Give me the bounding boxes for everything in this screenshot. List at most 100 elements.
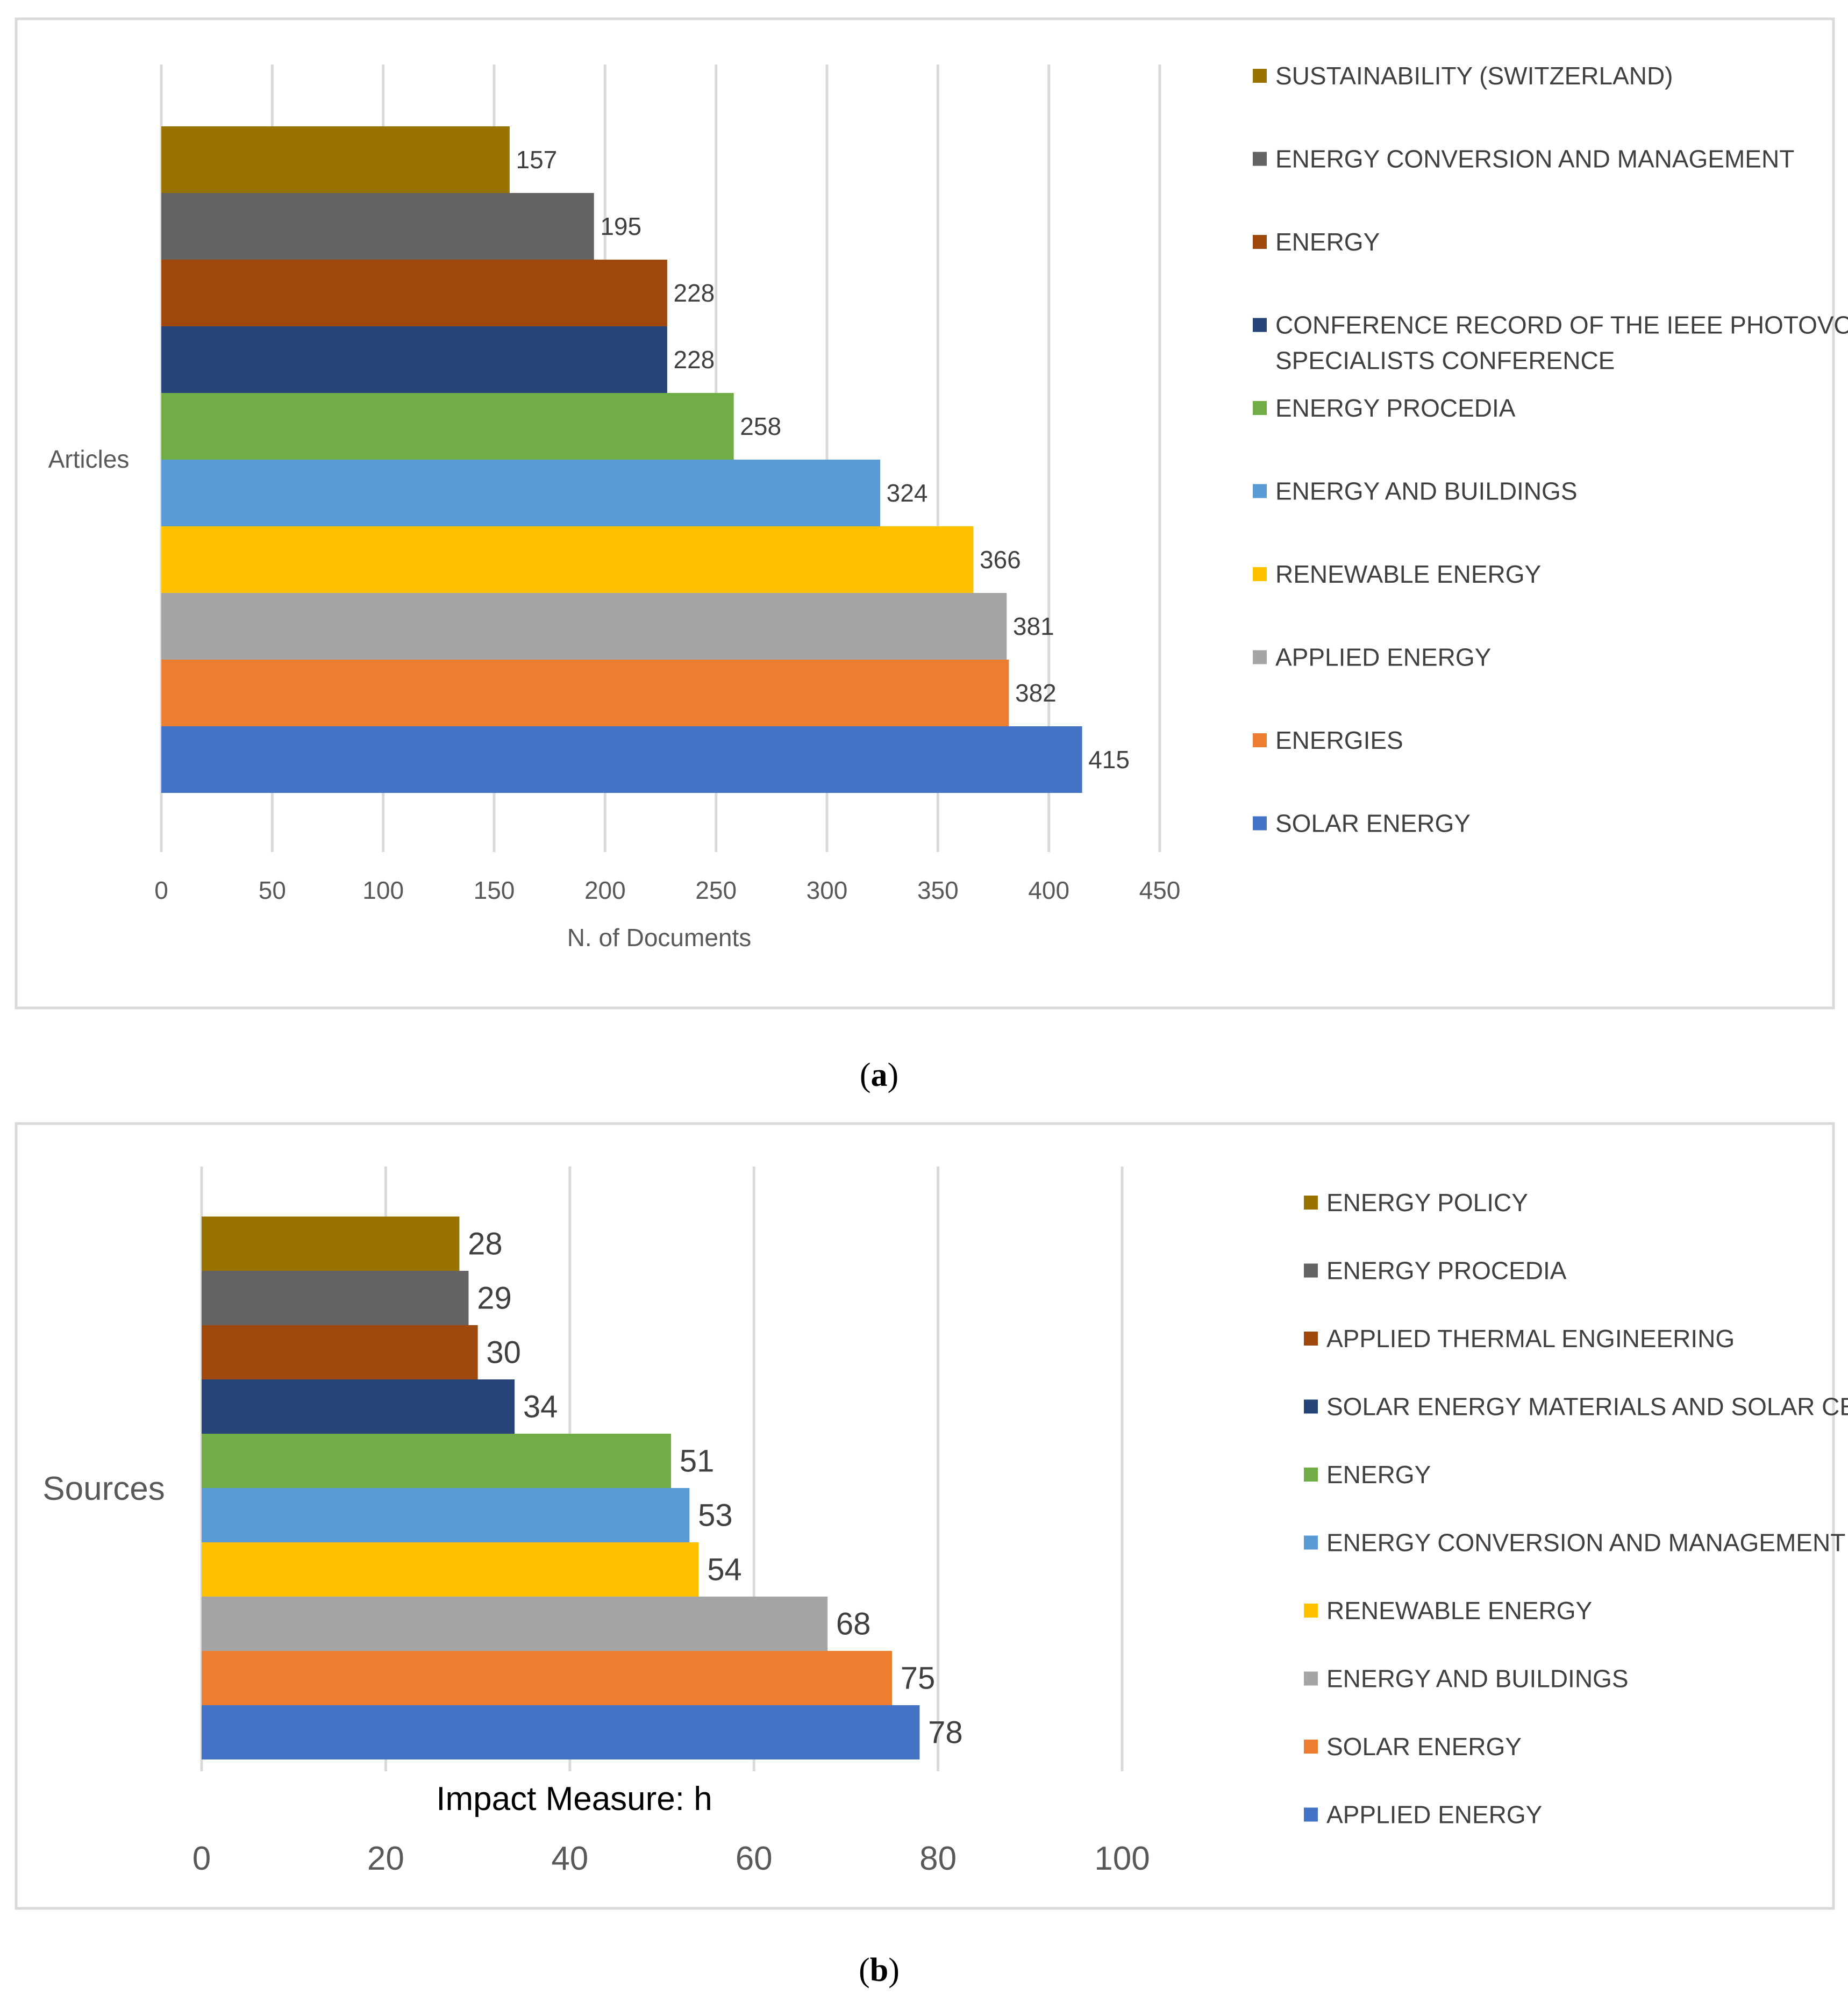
- chart-b-legend-item: ENERGY CONVERSION AND MANAGEMENT: [1304, 1529, 1845, 1557]
- chart-a-x-tick-label: 250: [695, 876, 737, 904]
- chart-b-legend-item: SOLAR ENERGY MATERIALS AND SOLAR CELLS: [1304, 1393, 1848, 1421]
- chart-b-bar: [202, 1597, 827, 1651]
- chart-b-data-label: 30: [486, 1335, 521, 1370]
- chart-b-x-tick-label: 0: [192, 1840, 211, 1877]
- legend-swatch: [1253, 69, 1267, 83]
- chart-a-bar: [161, 460, 880, 526]
- chart-a-articles: 157 195 228 228 258 324 366 381 382 415 0 50 100 150…: [16, 19, 1848, 1008]
- legend-label: ENERGY PROCEDIA: [1326, 1257, 1567, 1285]
- chart-a-bar: [161, 326, 667, 393]
- chart-a-bar: [161, 393, 734, 460]
- legend-label: ENERGY CONVERSION AND MANAGEMENT: [1326, 1529, 1845, 1557]
- chart-a-x-tick-label: 0: [154, 876, 168, 904]
- chart-a-bar: [161, 593, 1007, 660]
- legend-label: ENERGY AND BUILDINGS: [1326, 1665, 1629, 1693]
- chart-a-bar: [161, 126, 510, 193]
- chart-a-bar: [161, 260, 667, 326]
- chart-b-data-label: 78: [928, 1715, 963, 1750]
- chart-a-legend-item: APPLIED ENERGY: [1253, 643, 1491, 671]
- chart-a-data-label: 381: [1013, 612, 1054, 640]
- chart-b-legend-item: APPLIED THERMAL ENGINEERING: [1304, 1325, 1735, 1353]
- chart-b-bar: [202, 1542, 698, 1597]
- chart-a-legend-item: SOLAR ENERGY: [1253, 810, 1471, 838]
- chart-a-legend-item: ENERGIES: [1253, 726, 1403, 754]
- chart-b-bar: [202, 1271, 468, 1325]
- chart-b-bar: [202, 1705, 919, 1759]
- chart-b-data-label: 54: [707, 1553, 742, 1587]
- chart-b-x-tick-label: 20: [367, 1840, 404, 1877]
- chart-a-x-tick-label: 50: [259, 876, 286, 904]
- legend-label: RENEWABLE ENERGY: [1275, 560, 1541, 588]
- chart-b-x-tick-label: 80: [919, 1840, 957, 1877]
- legend-label: ENERGY PROCEDIA: [1275, 394, 1516, 422]
- chart-a-data-label: 258: [740, 412, 781, 440]
- chart-a-data-label: 195: [600, 212, 641, 240]
- chart-b-bar: [202, 1379, 515, 1434]
- legend-swatch: [1253, 650, 1267, 664]
- legend-label: SUSTAINABILITY (SWITZERLAND): [1275, 62, 1673, 90]
- chart-a-bar: [161, 660, 1009, 726]
- chart-b-bar: [202, 1325, 478, 1379]
- legend-swatch: [1304, 1468, 1318, 1482]
- legend-label: ENERGY CONVERSION AND MANAGEMENT: [1275, 145, 1794, 173]
- legend-label: ENERGY: [1326, 1461, 1431, 1489]
- legend-swatch: [1304, 1808, 1318, 1822]
- chart-a-data-label: 228: [674, 279, 715, 307]
- chart-b-bar: [202, 1434, 671, 1488]
- chart-a-x-tick-label: 350: [917, 876, 959, 904]
- chart-a-bar: [161, 526, 973, 593]
- chart-b-data-label: 53: [698, 1498, 733, 1533]
- legend-label: SOLAR ENERGY: [1326, 1733, 1522, 1761]
- chart-a-category-axis-label: Articles: [48, 445, 130, 473]
- legend-label: APPLIED THERMAL ENGINEERING: [1326, 1325, 1735, 1353]
- legend-label: APPLIED ENERGY: [1275, 643, 1491, 671]
- chart-b-x-axis-title: Impact Measure: h: [436, 1780, 712, 1818]
- chart-a-data-label: 366: [980, 546, 1021, 574]
- figure: 157195228228258324366381382415 0 50 100 150…: [0, 0, 1848, 2003]
- chart-b-legend-item: ENERGY AND BUILDINGS: [1304, 1665, 1629, 1693]
- chart-a-legend-item: ENERGY PROCEDIA: [1253, 394, 1516, 422]
- legend-label: ENERGY AND BUILDINGS: [1275, 477, 1578, 505]
- chart-a-x-tick-label: 450: [1139, 876, 1181, 904]
- chart-b-legend-item: RENEWABLE ENERGY: [1304, 1597, 1592, 1625]
- legend-swatch: [1304, 1400, 1318, 1414]
- chart-a-x-tick-label: 200: [584, 876, 626, 904]
- chart-a-x-tick-label: 150: [474, 876, 515, 904]
- chart-a-data-label: 157: [516, 146, 558, 174]
- legend-swatch: [1304, 1604, 1318, 1618]
- legend-swatch: [1253, 484, 1267, 498]
- legend-label: ENERGY: [1275, 228, 1380, 256]
- caption-b: (b): [859, 1952, 900, 1988]
- chart-b-legend-item: APPLIED ENERGY: [1304, 1801, 1542, 1829]
- chart-b-data-label: 75: [901, 1661, 936, 1696]
- chart-b-data-label: 28: [468, 1227, 503, 1262]
- legend-swatch: [1304, 1536, 1318, 1550]
- legend-swatch: [1304, 1332, 1318, 1346]
- chart-a-x-tick-label: 400: [1028, 876, 1069, 904]
- chart-a-data-label: 228: [674, 346, 715, 374]
- legend-swatch: [1304, 1264, 1318, 1278]
- chart-a-x-tick-label: 100: [362, 876, 404, 904]
- legend-swatch: [1253, 817, 1267, 831]
- chart-a-x-axis-title: N. of Documents: [567, 924, 752, 952]
- chart-b-bar: [202, 1488, 689, 1542]
- legend-swatch: [1304, 1740, 1318, 1754]
- legend-swatch: [1253, 567, 1267, 581]
- legend-label: ENERGIES: [1275, 726, 1403, 754]
- legend-swatch: [1253, 401, 1267, 415]
- legend-swatch: [1253, 152, 1267, 166]
- legend-label: APPLIED ENERGY: [1326, 1801, 1542, 1829]
- chart-a-legend-item: ENERGY AND BUILDINGS: [1253, 477, 1578, 505]
- chart-b-bar: [202, 1217, 459, 1271]
- chart-a-data-label: 415: [1088, 746, 1130, 774]
- chart-b-x-tick-label: 60: [736, 1840, 773, 1877]
- legend-swatch: [1253, 235, 1267, 249]
- caption-a: (a): [860, 1057, 898, 1093]
- chart-a-bar: [161, 726, 1082, 793]
- legend-swatch: [1253, 318, 1267, 332]
- legend-swatch: [1304, 1196, 1318, 1210]
- chart-b-data-label: 29: [477, 1281, 512, 1316]
- chart-b-data-label: 51: [680, 1444, 715, 1479]
- legend-label: SOLAR ENERGY MATERIALS AND SOLAR CELLS: [1326, 1393, 1848, 1421]
